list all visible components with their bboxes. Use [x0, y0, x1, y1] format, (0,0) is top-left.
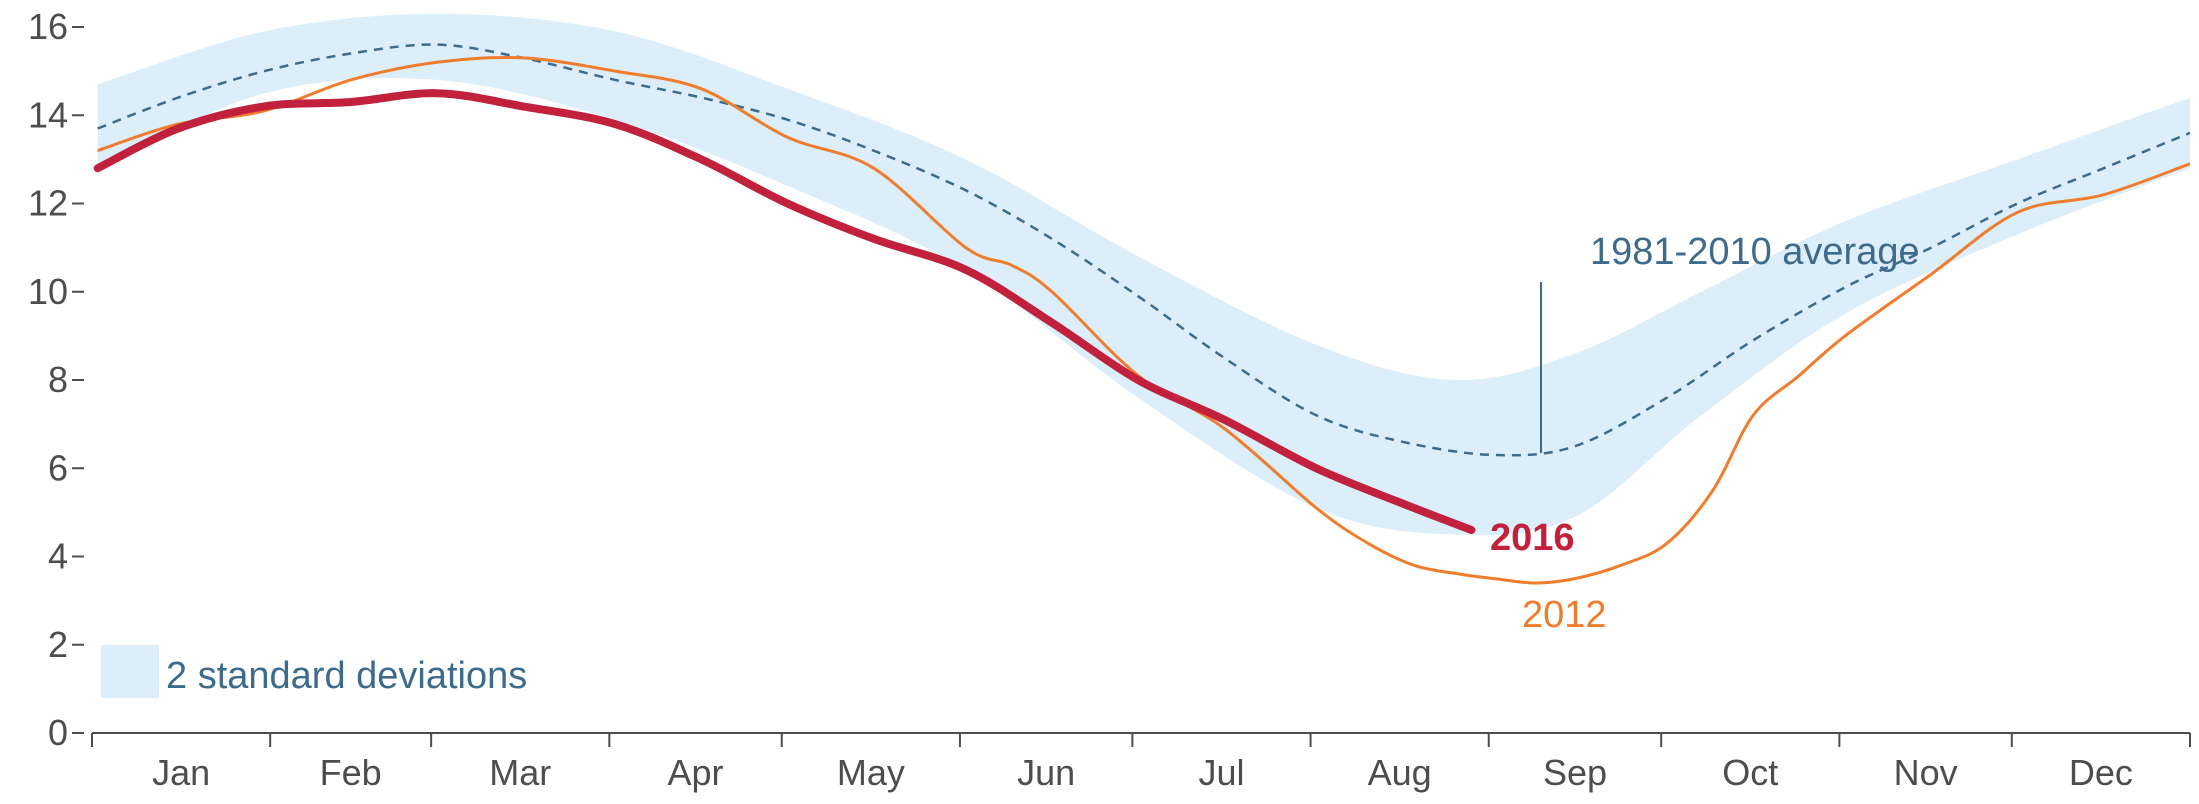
y-tick-label: 8	[48, 359, 68, 400]
y-tick-label: 16	[28, 6, 68, 47]
x-tick-label: Jun	[1017, 752, 1075, 793]
y-tick-label: 10	[28, 271, 68, 312]
legend-band-swatch	[101, 645, 159, 698]
x-tick-label: Sep	[1543, 752, 1607, 793]
label-2016: 2016	[1490, 517, 1575, 559]
axes-layer: 0 2 4 6 8 10 12 14 16 Jan Feb Mar Apr May Jun Jul Aug Sep…	[28, 6, 2191, 793]
y-tick-label: 12	[28, 183, 68, 224]
legend-band-label: 2 standard deviations	[166, 655, 527, 697]
series-layer	[93, 43, 2191, 585]
series-line-2012	[97, 55, 2191, 585]
y-tick-label: 0	[48, 712, 68, 753]
y-tick-label: 6	[48, 447, 68, 488]
x-tick-label: Dec	[2069, 752, 2133, 793]
x-tick-label: Jan	[152, 752, 210, 793]
band-layer	[97, 13, 2191, 536]
y-tick-label: 2	[48, 624, 68, 665]
series-line-1981-2010-average	[97, 43, 2191, 457]
y-tick-label: 4	[48, 536, 68, 577]
y-tick-label: 14	[28, 94, 68, 135]
x-tick-label: Mar	[489, 752, 551, 793]
x-tick-label: Oct	[1722, 752, 1778, 793]
x-tick-label: Nov	[1894, 752, 1958, 793]
average-annotation-label: 1981-2010 average	[1590, 231, 1920, 273]
x-tick-label: Apr	[668, 752, 724, 793]
annotation-layer: 1981-2010 average 2016 2012 2 standard devi…	[101, 231, 1920, 698]
x-tick-label: Feb	[320, 752, 382, 793]
std-band-area	[97, 13, 2191, 536]
x-tick-label: Jul	[1198, 752, 1244, 793]
x-tick-label: Aug	[1368, 752, 1432, 793]
label-2012: 2012	[1522, 594, 1607, 636]
series-line-2016	[93, 89, 1476, 534]
x-tick-label: May	[837, 752, 905, 793]
